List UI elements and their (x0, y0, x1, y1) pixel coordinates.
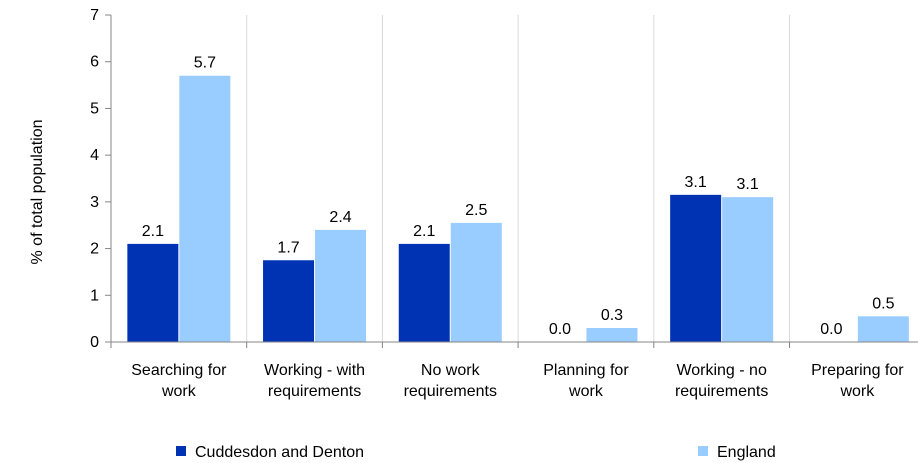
bar-cuddesdon (263, 260, 315, 342)
bar-england (586, 327, 638, 342)
x-category-label: Searching for (131, 362, 227, 379)
x-category-label: requirements (675, 383, 768, 400)
bar-england (722, 197, 774, 342)
legend-label: England (717, 444, 776, 461)
x-category-label: work (839, 383, 875, 400)
data-label: 3.1 (737, 176, 759, 193)
y-tick-label: 2 (90, 241, 99, 258)
data-label: 1.7 (277, 239, 299, 256)
legend: Cuddesdon and Denton England (176, 444, 776, 461)
legend-swatch (698, 446, 708, 456)
data-label: 0.0 (549, 321, 571, 338)
bars-layer (127, 75, 909, 342)
data-label: 5.7 (194, 55, 216, 72)
bar-cuddesdon (127, 243, 179, 342)
data-label: 0.3 (601, 307, 623, 324)
y-tick-label: 7 (90, 7, 99, 24)
x-category-label: Planning for (543, 362, 629, 379)
legend-label: Cuddesdon and Denton (195, 444, 364, 461)
y-tick-label: 1 (90, 287, 99, 304)
y-tick-label: 4 (90, 147, 99, 164)
x-category-label: Preparing for (811, 362, 904, 379)
y-tick-label: 3 (90, 194, 99, 211)
bar-cuddesdon (670, 194, 722, 342)
grid-layer (246, 15, 790, 342)
data-label: 0.0 (820, 321, 842, 338)
bar-england (450, 222, 502, 342)
x-category-label: Working - no (676, 362, 767, 379)
y-tick-label: 5 (90, 100, 99, 117)
data-label: 2.4 (329, 209, 351, 226)
x-category-label: work (568, 383, 604, 400)
labels-layer: 0 1 2 3 4 5 6 7 2.1 1.7 2.1 0.0 3.1 0.0 5.7 2.4 2.5 0.3 3.… (90, 7, 904, 400)
x-category-label: requirements (268, 383, 361, 400)
data-label: 2.5 (465, 202, 487, 219)
data-label: 2.1 (413, 223, 435, 240)
bar-england (315, 229, 367, 342)
data-label: 2.1 (142, 223, 164, 240)
y-tick-label: 0 (90, 334, 99, 351)
legend-swatch (176, 446, 186, 456)
bar-cuddesdon (398, 243, 450, 342)
x-category-label: No work (421, 362, 481, 379)
x-category-label: Working - with (264, 362, 365, 379)
y-tick-label: 6 (90, 54, 99, 71)
data-label: 0.5 (872, 295, 894, 312)
y-axis-title: % of total population (29, 120, 46, 265)
x-category-label: work (161, 383, 197, 400)
bar-england (179, 75, 231, 342)
data-label: 3.1 (685, 174, 707, 191)
bar-england (857, 316, 909, 342)
x-category-label: requirements (404, 383, 497, 400)
axes-layer (105, 14, 918, 348)
